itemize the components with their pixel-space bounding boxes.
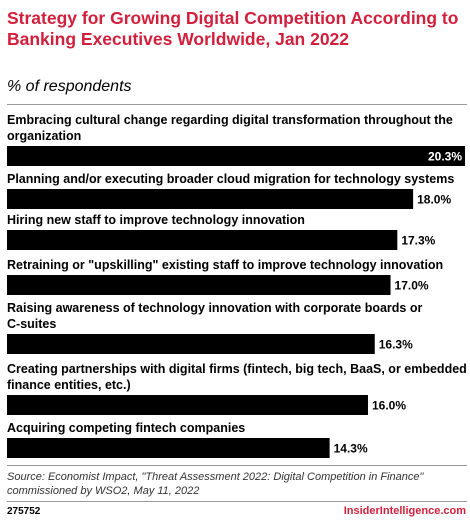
brand-logo-text: InsiderIntelligence.com bbox=[343, 505, 466, 517]
chart-id: 275752 bbox=[7, 506, 41, 517]
category-label: finance entities, etc.) bbox=[7, 378, 131, 392]
category-label: Embracing cultural change regarding digi… bbox=[7, 113, 453, 127]
category-label: C-suites bbox=[7, 317, 56, 331]
source-note: Source: Economist Impact, "Threat Assess… bbox=[7, 471, 424, 497]
value-label: 18.0% bbox=[417, 193, 451, 207]
bar bbox=[7, 189, 414, 209]
bar bbox=[7, 395, 368, 415]
category-label: Planning and/or executing broader cloud … bbox=[7, 172, 454, 186]
bar bbox=[7, 146, 465, 166]
bar bbox=[7, 230, 398, 250]
bar bbox=[7, 438, 330, 458]
top-divider bbox=[7, 104, 467, 105]
category-label: Acquiring competing fintech companies bbox=[7, 421, 245, 435]
category-label: Hiring new staff to improve technology i… bbox=[7, 213, 305, 227]
source-divider bbox=[7, 465, 467, 466]
value-label: 16.0% bbox=[372, 399, 406, 413]
value-label: 20.3% bbox=[428, 150, 462, 164]
category-label: Raising awareness of technology innovati… bbox=[7, 301, 422, 315]
category-label: Retraining or "upskilling" existing staf… bbox=[7, 258, 443, 272]
chart-title: Strategy for Growing Digital Competition… bbox=[7, 8, 459, 49]
value-label: 16.3% bbox=[379, 338, 413, 352]
value-label: 14.3% bbox=[334, 442, 368, 456]
bar bbox=[7, 334, 375, 354]
bar-chart: Embracing cultural change regarding digi… bbox=[7, 113, 467, 458]
chart-subtitle: % of respondents bbox=[7, 78, 132, 95]
footer-divider bbox=[7, 501, 467, 502]
category-label: Creating partnerships with digital firms… bbox=[7, 362, 467, 376]
category-label: organization bbox=[7, 129, 81, 143]
value-label: 17.3% bbox=[401, 234, 435, 248]
bar bbox=[7, 275, 391, 295]
value-label: 17.0% bbox=[395, 279, 429, 293]
